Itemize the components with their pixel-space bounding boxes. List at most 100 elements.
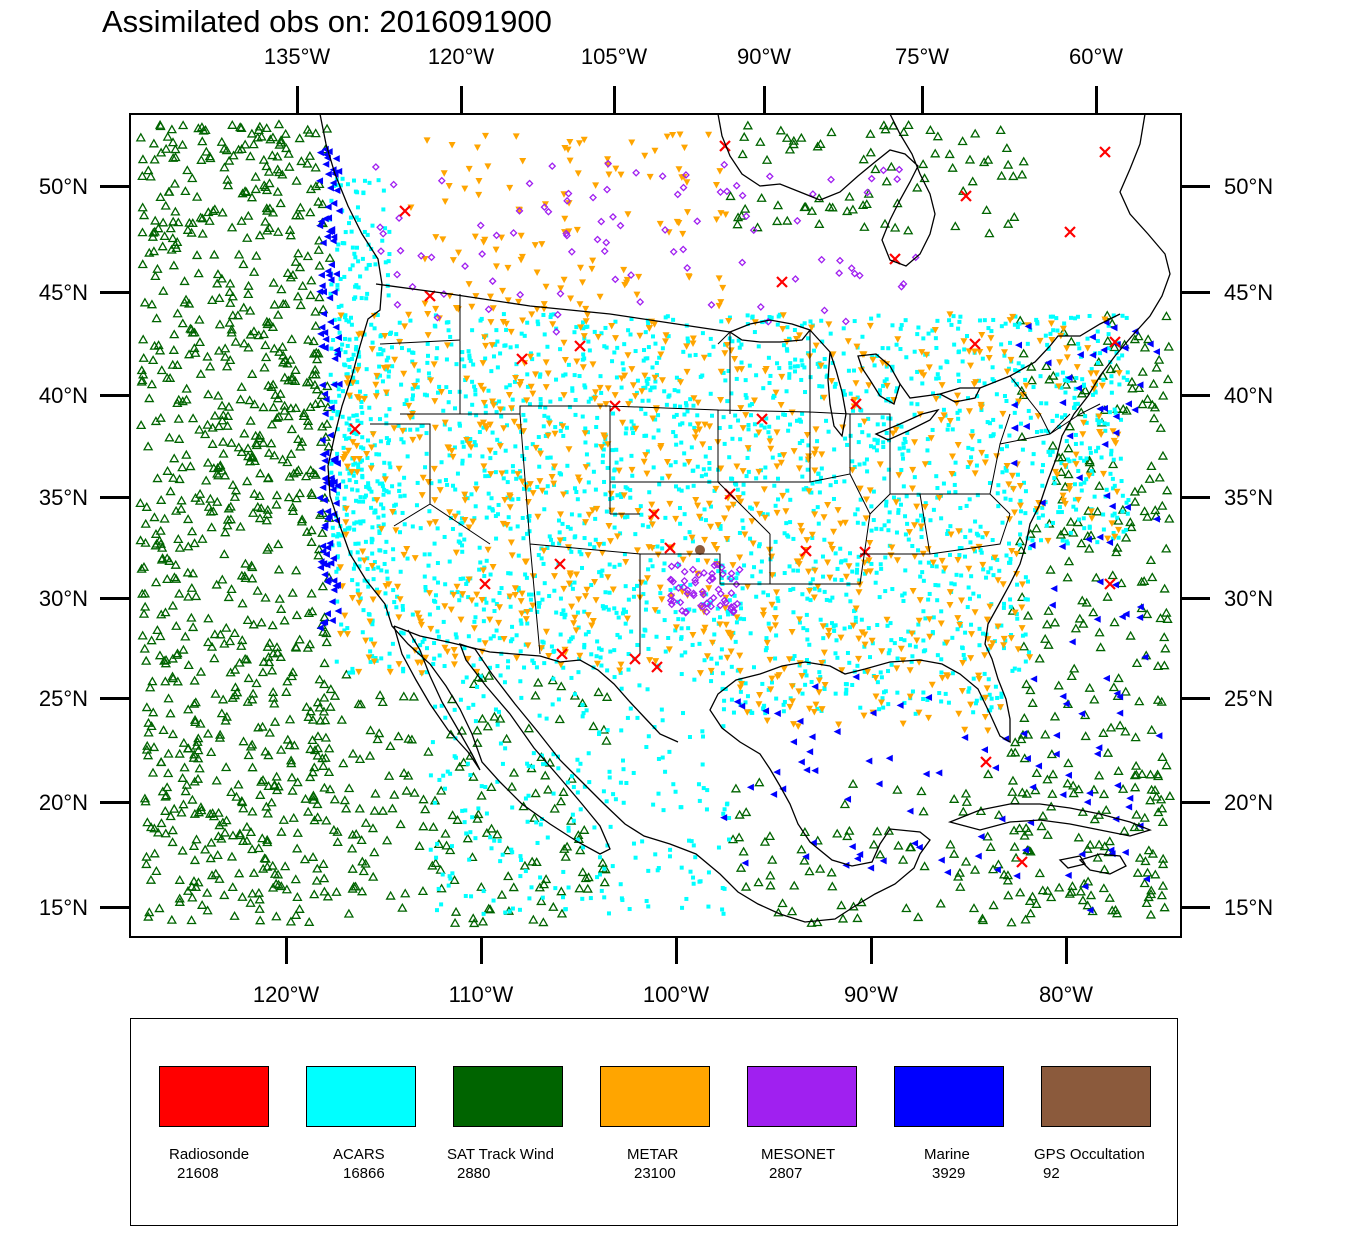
obs-marker-triangle-up	[250, 268, 258, 275]
obs-marker-square	[968, 529, 972, 533]
obs-marker-square	[573, 535, 577, 539]
obs-marker-triangle-up	[349, 750, 357, 757]
obs-marker-square	[544, 491, 548, 495]
obs-marker-square	[538, 714, 542, 718]
obs-marker-square	[805, 673, 809, 677]
obs-marker-square	[573, 692, 577, 696]
obs-marker-square	[473, 615, 477, 619]
obs-marker-square	[668, 588, 672, 592]
obs-marker-triangle-down	[583, 464, 590, 471]
obs-marker-triangle-up	[1147, 556, 1155, 563]
obs-marker-triangle-down	[469, 519, 476, 526]
obs-marker-square	[350, 488, 354, 492]
obs-marker-triangle-up	[1067, 338, 1075, 345]
obs-marker-square	[375, 390, 379, 394]
obs-marker-triangle-up	[232, 793, 240, 800]
obs-marker-square	[462, 364, 466, 368]
obs-marker-square	[936, 653, 940, 657]
obs-marker-triangle-up	[950, 795, 958, 802]
obs-marker-square	[489, 573, 493, 577]
obs-marker-square	[588, 348, 592, 352]
obs-marker-triangle-up	[164, 133, 172, 140]
obs-marker-triangle-up	[386, 742, 394, 749]
obs-marker-square	[944, 359, 948, 363]
obs-marker-triangle-down	[396, 339, 403, 346]
obs-marker-triangle-up	[247, 828, 255, 835]
obs-marker-square	[356, 550, 360, 554]
obs-marker-square	[680, 626, 684, 630]
obs-marker-triangle-down	[468, 444, 475, 451]
obs-marker-square	[582, 645, 586, 649]
obs-marker-triangle-up	[155, 905, 163, 912]
obs-marker-square	[513, 444, 517, 448]
obs-marker-square	[965, 504, 969, 508]
obs-marker-square	[814, 560, 818, 564]
obs-marker-square	[883, 523, 887, 527]
obs-marker-triangle-down	[349, 595, 356, 602]
obs-marker-square	[489, 369, 493, 373]
obs-marker-triangle-up	[1163, 487, 1171, 494]
obs-marker-square	[347, 671, 351, 675]
obs-marker-triangle-down	[506, 185, 513, 192]
left-tick	[100, 496, 130, 499]
obs-marker-square	[347, 417, 351, 421]
obs-marker-triangle-up	[959, 137, 967, 144]
obs-marker-square	[742, 617, 746, 621]
obs-marker-square	[952, 343, 956, 347]
obs-marker-square	[811, 577, 815, 581]
obs-marker-square	[480, 317, 484, 321]
obs-marker-square	[471, 363, 475, 367]
obs-marker-triangle-down	[824, 502, 831, 509]
obs-marker-square	[1044, 401, 1048, 405]
obs-marker-square	[450, 871, 454, 875]
obs-marker-triangle-up	[307, 291, 315, 298]
obs-marker-square	[1017, 668, 1021, 672]
obs-marker-triangle-down	[877, 461, 884, 468]
obs-marker-triangle-up	[235, 870, 243, 877]
obs-marker-triangle-up	[288, 774, 296, 781]
obs-marker-triangle-down	[446, 183, 453, 190]
obs-marker-square	[497, 503, 501, 507]
obs-marker-square	[398, 494, 402, 498]
obs-marker-square	[679, 441, 683, 445]
obs-marker-square	[435, 908, 439, 912]
obs-marker-triangle-up	[1116, 722, 1124, 729]
obs-marker-square	[683, 512, 687, 516]
obs-marker-triangle-up	[950, 850, 958, 857]
obs-marker-square	[855, 664, 859, 668]
left-tick	[100, 906, 130, 909]
obs-marker-triangle-up	[584, 885, 592, 892]
obs-marker-triangle-up	[314, 733, 322, 740]
obs-marker-triangle-up	[255, 844, 263, 851]
obs-marker-triangle-up	[154, 475, 162, 482]
bottom-tick	[870, 936, 873, 964]
obs-marker-triangle-up	[779, 900, 787, 907]
obs-marker-triangle-down	[826, 575, 833, 582]
obs-marker-square	[394, 332, 398, 336]
obs-marker-triangle-up	[218, 402, 226, 409]
observation-map[interactable]	[130, 114, 1180, 936]
obs-marker-square	[506, 665, 510, 669]
obs-marker-triangle-down	[917, 597, 924, 604]
obs-marker-triangle-down	[893, 499, 900, 506]
obs-marker-triangle-down	[437, 487, 444, 494]
obs-marker-square	[485, 516, 489, 520]
obs-marker-square	[1090, 469, 1094, 473]
obs-marker-triangle-down	[748, 518, 755, 525]
obs-marker-square	[921, 336, 925, 340]
obs-marker-square	[887, 651, 891, 655]
obs-marker-triangle-up	[218, 576, 226, 583]
obs-marker-triangle-down	[978, 332, 985, 339]
obs-marker-square	[444, 385, 448, 389]
obs-marker-triangle-up	[152, 579, 160, 586]
obs-marker-square	[1001, 521, 1005, 525]
obs-marker-square	[767, 425, 771, 429]
obs-marker-square	[981, 357, 985, 361]
obs-marker-square	[782, 343, 786, 347]
obs-marker-triangle-up	[253, 680, 261, 687]
obs-marker-triangle-down	[400, 371, 407, 378]
obs-marker-square	[688, 422, 692, 426]
obs-marker-triangle-down	[530, 490, 537, 497]
obs-marker-triangle-up	[178, 497, 186, 504]
obs-marker-square	[637, 683, 641, 687]
